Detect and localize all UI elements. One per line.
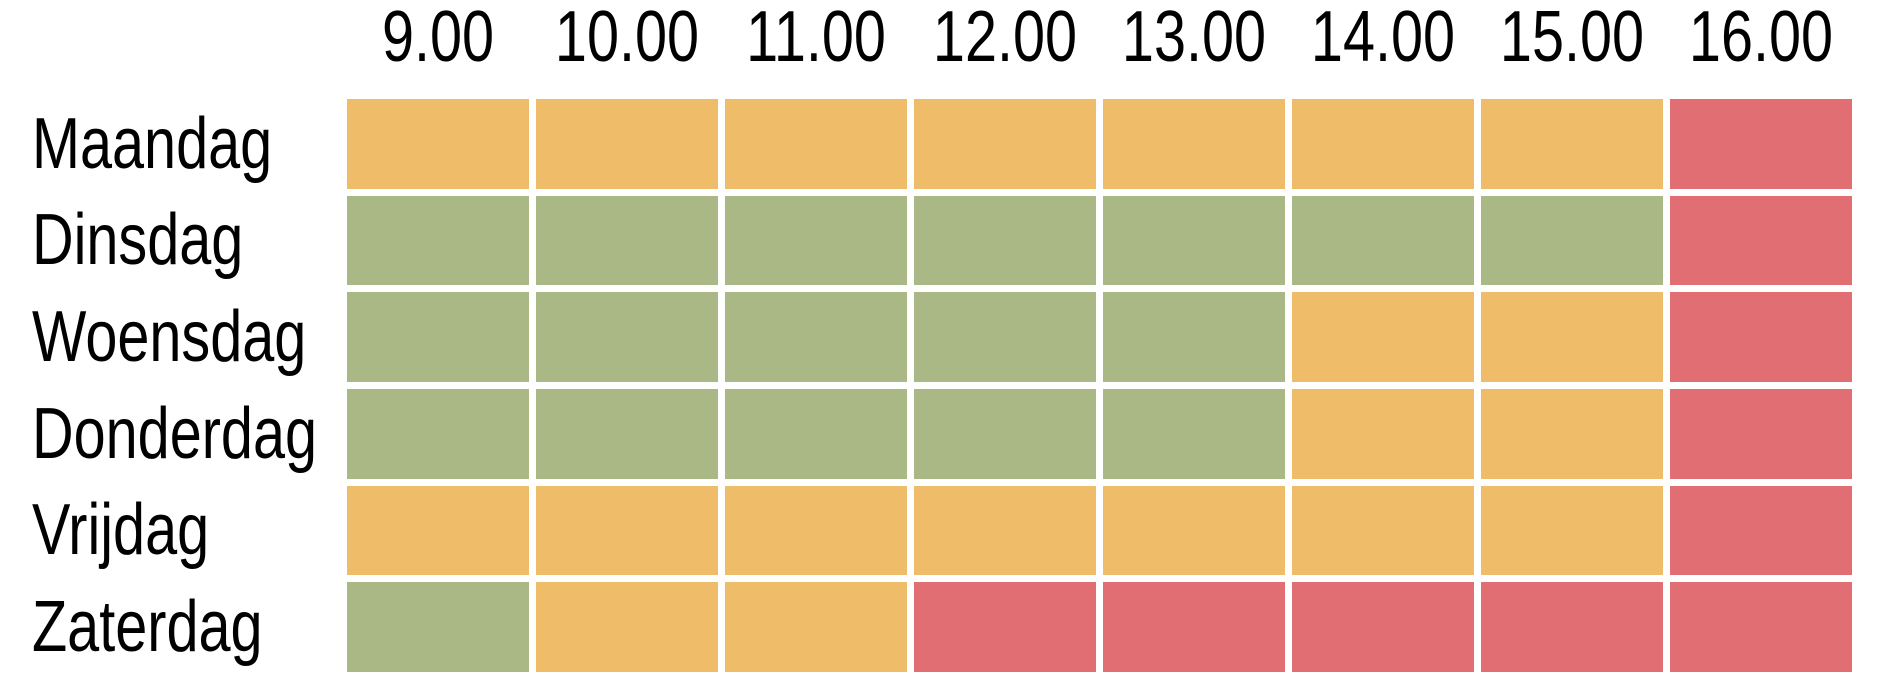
cell-zaterdag-13-00: [1103, 582, 1285, 672]
cell-maandag-16-00: [1670, 99, 1852, 189]
cell-zaterdag-11-00: [725, 582, 907, 672]
cell-vrijdag-13-00: [1103, 485, 1285, 576]
cell-maandag-10-00: [536, 99, 718, 189]
cell-donderdag-9-00: [347, 388, 529, 479]
cell-donderdag-14-00: [1292, 388, 1474, 479]
cell-vrijdag-12-00: [914, 485, 1096, 576]
cell-woensdag-14-00: [1292, 292, 1474, 382]
cell-woensdag-10-00: [536, 292, 718, 382]
row-label-woensdag: Woensdag: [32, 297, 307, 378]
cell-dinsdag-13-00: [1103, 195, 1285, 286]
row-label-maandag: Maandag: [32, 103, 273, 184]
cell-vrijdag-14-00: [1292, 485, 1474, 576]
cell-dinsdag-9-00: [347, 195, 529, 286]
column-header-14-00: 14.00: [1310, 0, 1456, 77]
cell-zaterdag-16-00: [1670, 582, 1852, 672]
cell-woensdag-11-00: [725, 292, 907, 382]
column-headers-row: 9.00 10.00 11.00 12.00 13.00 14.00 15.00 16.00: [347, 0, 1852, 99]
column-header-10-00: 10.00: [554, 0, 700, 77]
cell-zaterdag-10-00: [536, 582, 718, 672]
cell-dinsdag-15-00: [1481, 195, 1663, 286]
cell-donderdag-11-00: [725, 388, 907, 479]
cell-vrijdag-15-00: [1481, 485, 1663, 576]
cell-dinsdag-11-00: [725, 195, 907, 286]
cell-dinsdag-16-00: [1670, 195, 1852, 286]
heatmap-grid: [347, 99, 1852, 672]
column-header-15-00: 15.00: [1499, 0, 1645, 77]
cell-donderdag-10-00: [536, 388, 718, 479]
cell-vrijdag-11-00: [725, 485, 907, 576]
column-header-13-00: 13.00: [1121, 0, 1267, 77]
row-label-zaterdag: Zaterdag: [32, 587, 263, 668]
cell-donderdag-12-00: [914, 388, 1096, 479]
cell-woensdag-16-00: [1670, 292, 1852, 382]
cell-dinsdag-14-00: [1292, 195, 1474, 286]
cell-woensdag-13-00: [1103, 292, 1285, 382]
column-header-9-00: 9.00: [381, 0, 495, 77]
cell-vrijdag-10-00: [536, 485, 718, 576]
column-header-11-00: 11.00: [746, 0, 886, 77]
cell-maandag-9-00: [347, 99, 529, 189]
cell-zaterdag-12-00: [914, 582, 1096, 672]
cell-maandag-14-00: [1292, 99, 1474, 189]
column-header-16-00: 16.00: [1688, 0, 1834, 77]
row-label-vrijdag: Vrijdag: [32, 490, 210, 571]
cell-donderdag-16-00: [1670, 388, 1852, 479]
cell-zaterdag-14-00: [1292, 582, 1474, 672]
cell-vrijdag-16-00: [1670, 485, 1852, 576]
cell-maandag-15-00: [1481, 99, 1663, 189]
row-label-dinsdag: Dinsdag: [32, 200, 244, 281]
cell-maandag-12-00: [914, 99, 1096, 189]
cell-maandag-13-00: [1103, 99, 1285, 189]
row-labels-column: Maandag Dinsdag Woensdag Donderdag Vrijdag Za…: [0, 99, 347, 672]
cell-vrijdag-9-00: [347, 485, 529, 576]
column-header-12-00: 12.00: [932, 0, 1078, 77]
cell-donderdag-15-00: [1481, 388, 1663, 479]
cell-woensdag-12-00: [914, 292, 1096, 382]
cell-dinsdag-10-00: [536, 195, 718, 286]
cell-woensdag-9-00: [347, 292, 529, 382]
cell-zaterdag-9-00: [347, 582, 529, 672]
cell-maandag-11-00: [725, 99, 907, 189]
cell-donderdag-13-00: [1103, 388, 1285, 479]
cell-zaterdag-15-00: [1481, 582, 1663, 672]
cell-woensdag-15-00: [1481, 292, 1663, 382]
row-label-donderdag: Donderdag: [32, 393, 318, 474]
cell-dinsdag-12-00: [914, 195, 1096, 286]
